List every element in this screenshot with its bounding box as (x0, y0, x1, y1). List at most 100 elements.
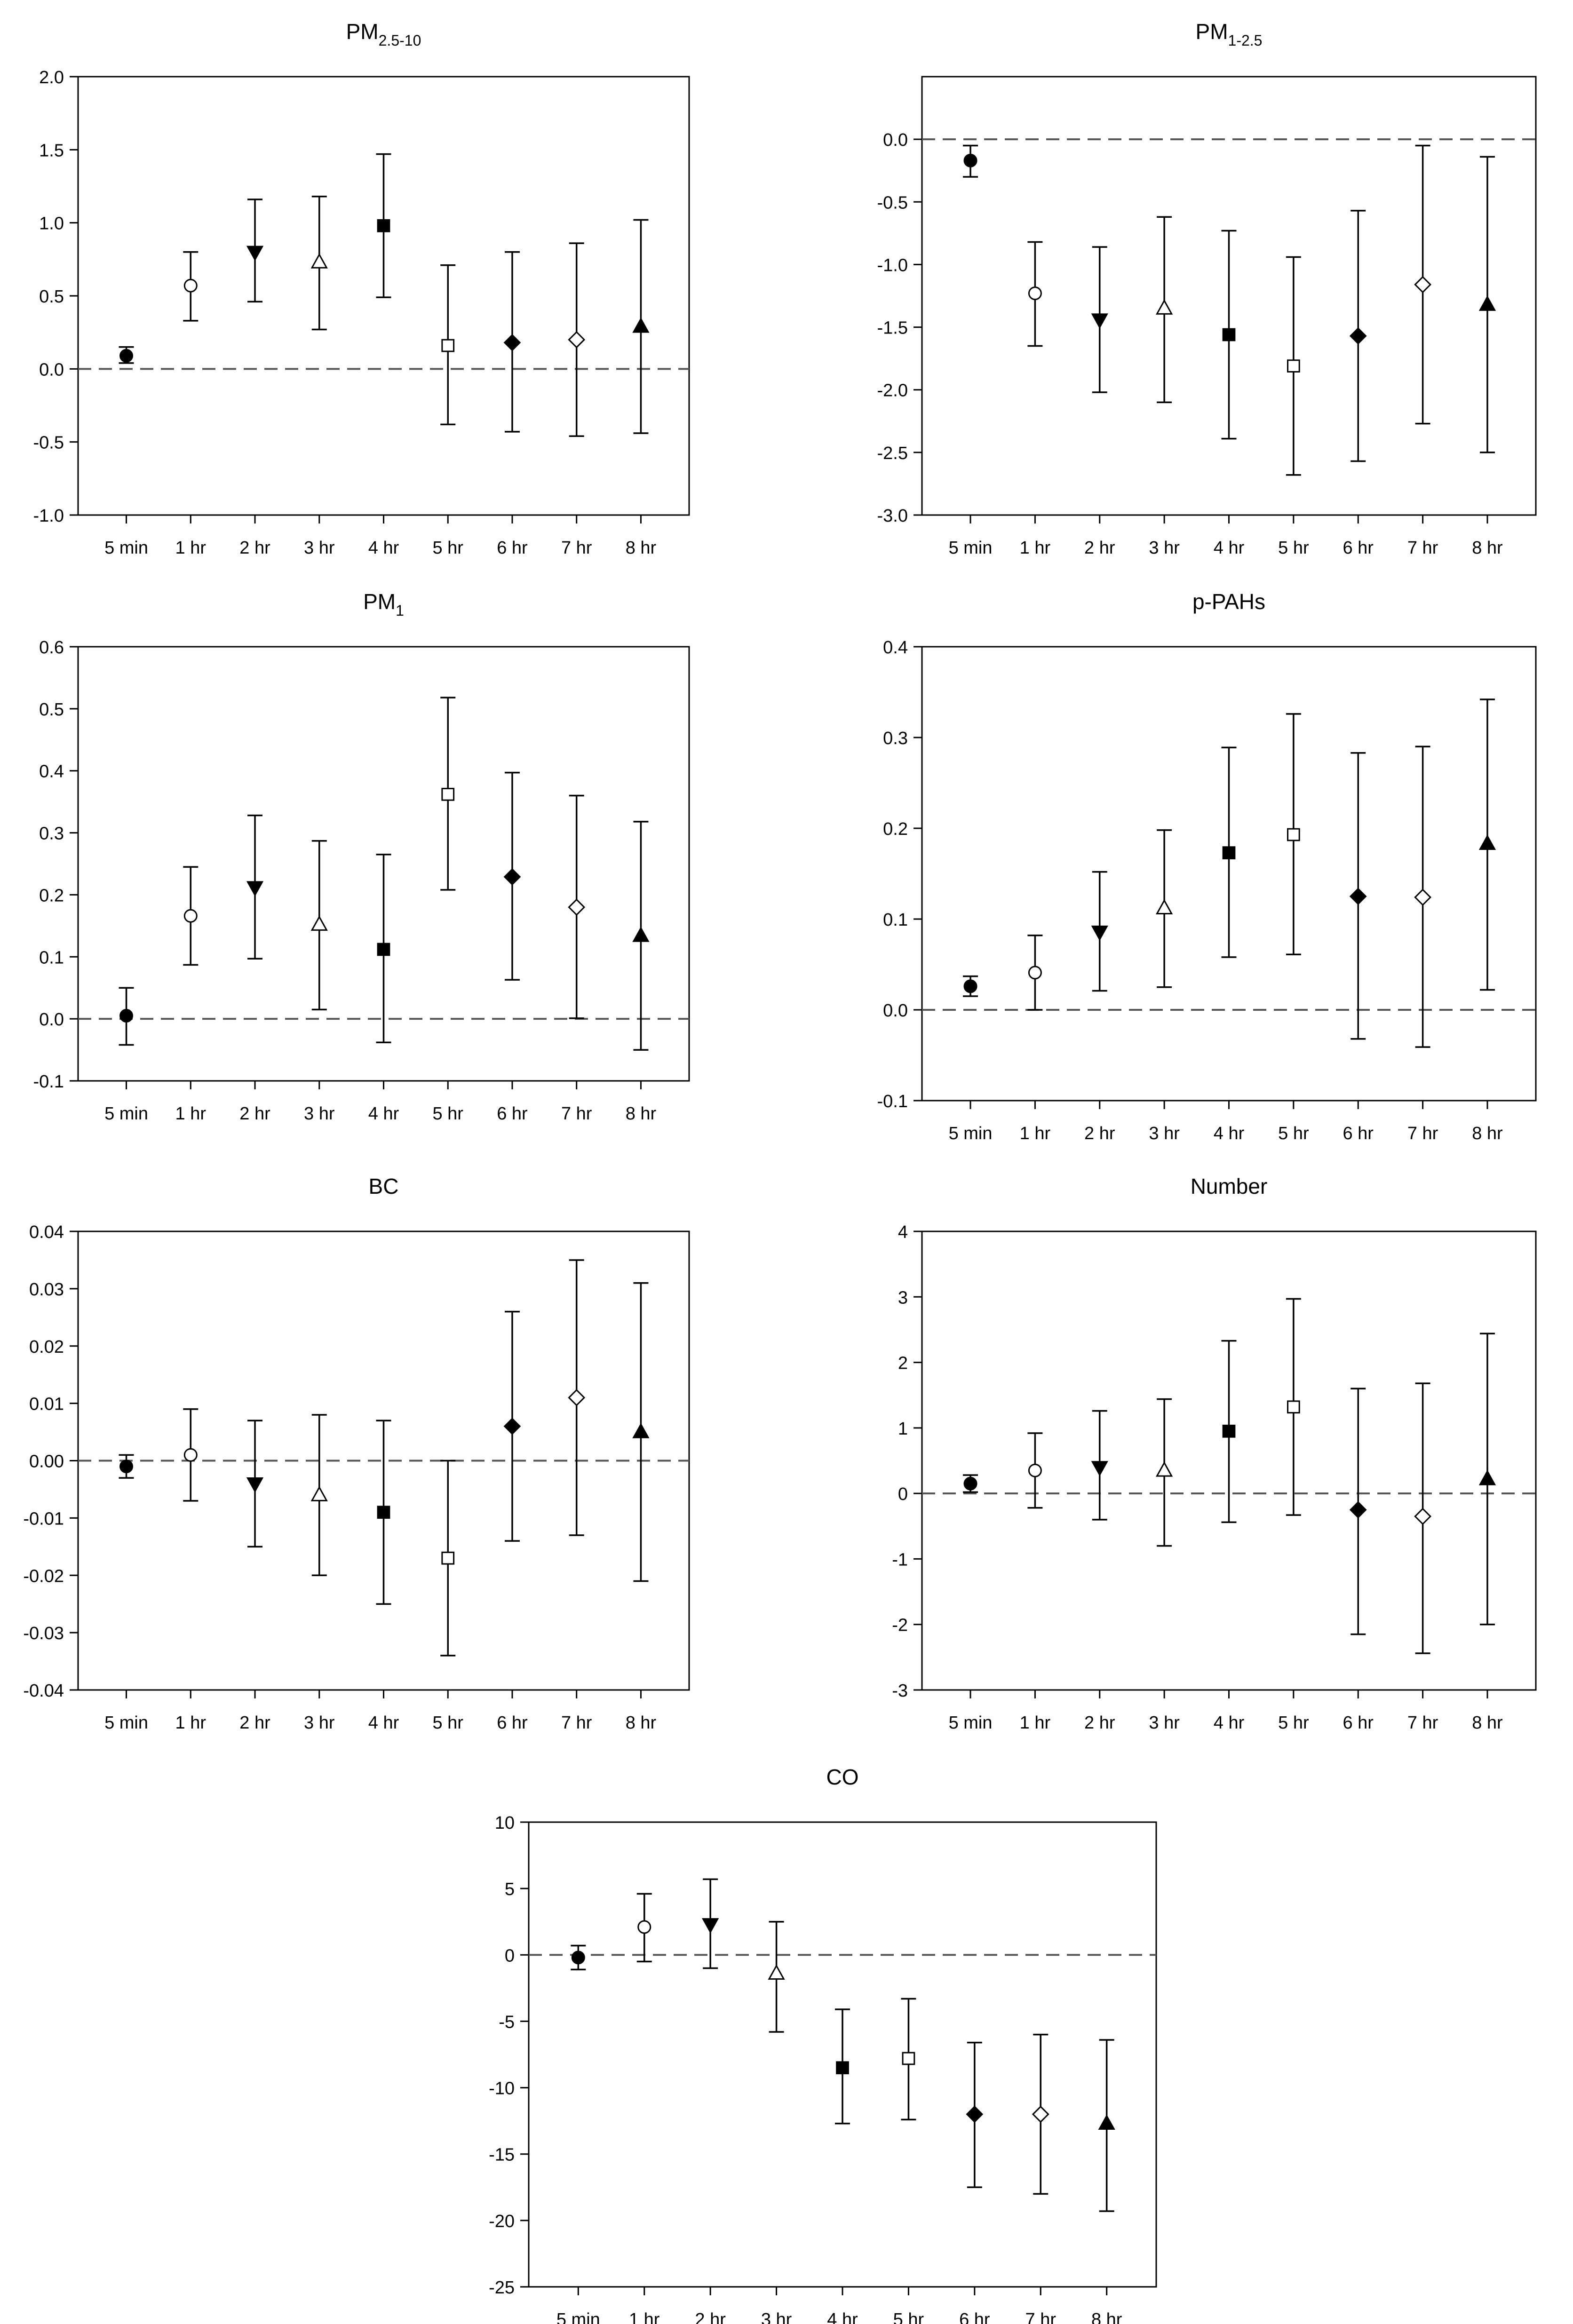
data-point-7 (1349, 327, 1367, 345)
y-tick-label: -0.5 (33, 433, 64, 453)
x-tick-label: 4 hr (368, 538, 399, 558)
y-tick-label: 0.4 (883, 638, 908, 658)
y-tick-label: 2 (898, 1354, 908, 1373)
x-tick-label: 7 hr (561, 1713, 592, 1733)
x-tick-label: 1 hr (1020, 1124, 1051, 1143)
y-tick-label: 1 (898, 1419, 908, 1439)
x-tick-label: 5 min (949, 1124, 993, 1143)
y-tick-label: 0.6 (39, 638, 64, 658)
data-point-9 (1478, 295, 1496, 311)
chart-title: p-PAHs (1192, 589, 1265, 614)
data-point-7 (966, 2105, 984, 2123)
chart-pm1: PM1 -0.1 0.0 0.1 0.2 0.3 0.4 0.5 0.6 5 min 1 hr 2 h… (33, 589, 690, 1124)
data-point-2 (637, 1920, 651, 1934)
y-tick-label: -1.5 (877, 318, 908, 338)
x-tick-label: 5 min (949, 1713, 993, 1733)
chart-title: BC (369, 1174, 399, 1198)
x-tick-label: 6 hr (497, 1713, 528, 1733)
data-point-7 (503, 1418, 521, 1435)
data-point-3 (702, 1918, 719, 1934)
chart-p-pahs: p-PAHs -0.1 0.0 0.1 0.2 0.3 0.4 5 min 1 hr 2 hr 3 … (877, 589, 1537, 1143)
y-tick-label: 0.1 (883, 910, 908, 930)
x-tick-label: 8 hr (626, 1104, 657, 1124)
data-point-1 (119, 349, 134, 363)
y-tick-label: 0.5 (39, 287, 64, 307)
data-point-5 (377, 219, 390, 232)
data-point-1 (963, 1476, 977, 1491)
x-tick-label: 1 hr (175, 1104, 207, 1124)
y-tick-label: 0.3 (883, 729, 908, 748)
x-tick-label: 6 hr (1343, 1713, 1374, 1733)
data-point-2 (183, 1448, 198, 1462)
data-point-2 (1028, 966, 1042, 980)
y-tick-label: 0.0 (883, 130, 908, 150)
x-tick-label: 4 hr (368, 1104, 399, 1124)
x-tick-label: 8 hr (1472, 1124, 1503, 1143)
chart-title-main: Number (1191, 1174, 1268, 1198)
data-point-2 (1028, 286, 1042, 301)
chart-title-main: PM (1196, 19, 1228, 44)
y-tick-label: 10 (495, 1813, 515, 1833)
x-tick-label: 7 hr (561, 1104, 592, 1124)
x-tick-label: 1 hr (1020, 538, 1051, 558)
chart-title-main: p-PAHs (1192, 589, 1265, 614)
x-tick-label: 6 hr (1343, 538, 1374, 558)
x-tick-label: 5 hr (893, 2310, 924, 2324)
x-tick-label: 5 hr (432, 538, 463, 558)
y-tick-label: -15 (489, 2145, 515, 2165)
data-point-8 (568, 331, 586, 349)
data-point-9 (1478, 1470, 1496, 1485)
x-tick-label: 5 min (104, 1713, 148, 1733)
data-point-7 (503, 334, 521, 351)
data-point-5 (1222, 1424, 1236, 1438)
data-point-9 (1478, 834, 1496, 850)
x-tick-label: 3 hr (304, 538, 335, 558)
x-tick-label: 7 hr (1407, 1713, 1438, 1733)
chart-co: CO -25 -20 -15 -10 -5 0 5 10 5 min 1 hr 2 hr 3 hr 4 h… (489, 1765, 1157, 2324)
x-tick-label: 5 min (104, 1104, 148, 1124)
data-point-9 (632, 1423, 650, 1438)
data-point-5 (836, 2061, 849, 2075)
x-tick-label: 3 hr (304, 1713, 335, 1733)
data-point-5 (377, 943, 390, 956)
x-tick-label: 7 hr (1407, 538, 1438, 558)
data-point-6 (441, 1551, 455, 1565)
data-point-9 (632, 317, 650, 333)
y-tick-label: -0.5 (877, 193, 908, 213)
y-tick-label: -3 (892, 1681, 908, 1701)
x-tick-label: 6 hr (1343, 1124, 1374, 1143)
data-point-1 (963, 153, 977, 167)
y-tick-label: -1.0 (877, 255, 908, 275)
y-tick-label: -2 (892, 1616, 908, 1635)
x-tick-label: 7 hr (1025, 2310, 1057, 2324)
y-tick-label: 0 (505, 1946, 515, 1966)
chart-title: CO (826, 1765, 859, 1789)
data-point-3 (1091, 1461, 1108, 1476)
x-tick-label: 3 hr (1149, 538, 1180, 558)
x-tick-label: 2 hr (239, 538, 270, 558)
data-point-7 (1349, 888, 1367, 905)
x-tick-label: 6 hr (959, 2310, 990, 2324)
data-point-2 (1028, 1463, 1042, 1477)
y-tick-label: -1 (892, 1550, 908, 1570)
data-point-8 (1414, 1507, 1431, 1525)
x-tick-label: 4 hr (1214, 1713, 1245, 1733)
x-tick-label: 2 hr (1084, 1124, 1115, 1143)
data-point-4 (310, 915, 328, 931)
x-tick-label: 4 hr (1214, 538, 1245, 558)
chart-title-main: PM (346, 19, 379, 44)
y-tick-label: -0.04 (23, 1681, 64, 1701)
data-point-6 (1287, 1400, 1300, 1414)
data-point-9 (1098, 2114, 1115, 2130)
chart-title-main: CO (826, 1765, 859, 1789)
chart-title-main: PM (363, 589, 396, 614)
y-tick-label: 0.01 (29, 1395, 64, 1414)
x-tick-label: 2 hr (1084, 538, 1115, 558)
y-tick-label: 0.04 (29, 1222, 64, 1242)
data-point-3 (246, 246, 264, 262)
y-tick-label: 5 (505, 1880, 515, 1899)
y-tick-label: -3.0 (877, 506, 908, 526)
chart-pm1-25: PM1-2.5 -3.0 -2.5 -2.0 -1.5 -1.0 -0.5 0.0 5 min 1… (877, 19, 1537, 558)
data-point-4 (1155, 899, 1173, 915)
